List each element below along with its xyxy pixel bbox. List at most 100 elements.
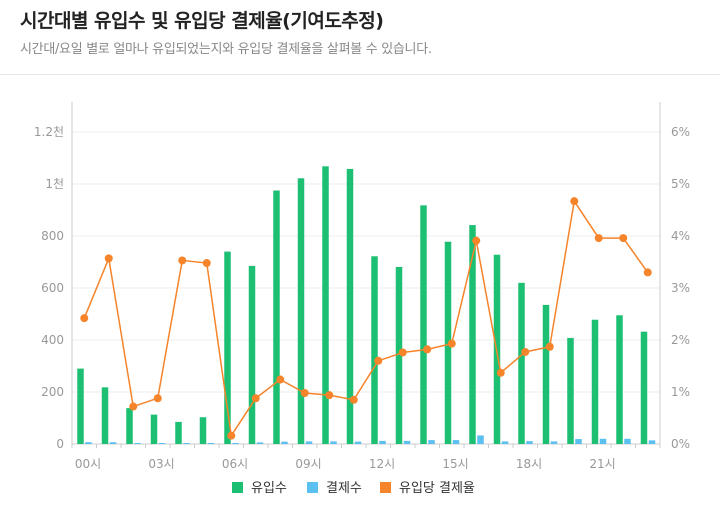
y-left-tick-label: 400	[41, 333, 64, 347]
point-rate	[202, 259, 211, 268]
y-axis-right: 0% 1% 2% 3% 4% 5% 6%	[671, 125, 690, 451]
bar-inflow	[395, 266, 403, 444]
bar-payments	[281, 441, 288, 444]
bar-payments	[624, 438, 631, 444]
legend-label: 유입당 결제율	[399, 481, 475, 496]
bar-payments	[526, 441, 533, 444]
point-rate	[374, 356, 383, 365]
point-rate	[129, 402, 138, 411]
bar-inflow	[248, 265, 256, 444]
bar-inflow	[273, 190, 280, 444]
y-left-tick-label: 1.2천	[34, 124, 64, 139]
bar-inflow	[101, 387, 109, 444]
bar-inflow	[322, 166, 329, 444]
point-rate	[80, 314, 89, 323]
x-tick-label: 12시	[369, 457, 395, 471]
y-right-tick-label: 4%	[671, 229, 690, 243]
bar-payments	[648, 440, 656, 444]
point-rate	[153, 394, 162, 403]
y-left-tick-label: 1천	[45, 176, 64, 191]
legend-swatch	[307, 482, 318, 493]
line-rate	[83, 199, 649, 438]
y-right-tick-label: 0%	[671, 437, 690, 451]
bar-payments	[158, 443, 166, 444]
bar-payments	[599, 438, 607, 444]
bar-inflow	[640, 331, 648, 444]
bar-payments	[550, 441, 558, 444]
bar-payments	[428, 440, 435, 444]
point-rate	[227, 431, 236, 440]
point-rate	[300, 389, 309, 398]
bar-inflow	[346, 168, 354, 445]
bar-inflow	[371, 256, 378, 444]
bar-inflow	[567, 337, 574, 444]
bar-payments	[379, 440, 386, 444]
bar-payments	[330, 441, 337, 444]
point-rate	[276, 375, 285, 384]
bar-payments	[477, 435, 484, 444]
y-axis-left: 0 200 400 600 800 1천 1.2천	[34, 124, 64, 451]
bar-payments	[575, 439, 582, 444]
y-right-tick-label: 2%	[671, 333, 690, 347]
bar-payments	[109, 442, 117, 444]
point-rate	[619, 234, 628, 243]
legend-label: 유입수	[251, 481, 287, 496]
gridlines	[72, 131, 660, 393]
point-rate	[472, 236, 481, 245]
bar-payments	[403, 440, 411, 444]
point-rate	[104, 254, 113, 263]
legend-swatch	[232, 482, 243, 493]
bar-inflow	[77, 368, 84, 444]
bar-payments	[183, 443, 190, 444]
bar-inflow	[591, 319, 599, 444]
bar-inflow	[469, 225, 476, 444]
y-left-tick-label: 0	[56, 437, 64, 451]
legend-label: 결제수	[326, 481, 362, 496]
bar-payments	[232, 443, 239, 444]
bar-inflow	[616, 315, 623, 444]
bar-payments	[134, 443, 141, 444]
point-rate	[545, 342, 554, 351]
legend: 유입수 결제수 유입당 결제율	[232, 481, 475, 496]
bar-inflow	[518, 282, 525, 444]
bar-payments	[207, 443, 215, 444]
bar-payments	[256, 442, 264, 444]
x-axis: 00시 03시 06시 09시 12시 15시 18시 21시	[71, 444, 661, 471]
bars-inflow	[77, 166, 648, 445]
bar-inflow	[175, 421, 182, 444]
point-rate	[251, 394, 260, 403]
bar-inflow	[150, 414, 158, 444]
point-rate	[521, 347, 530, 356]
bar-payments	[354, 441, 362, 444]
header-divider	[0, 74, 720, 75]
point-rate	[496, 368, 505, 377]
y-left-tick-label: 200	[41, 385, 64, 399]
x-tick-label: 18시	[516, 457, 542, 471]
point-rate	[349, 395, 358, 404]
x-tick-label: 15시	[442, 457, 468, 471]
legend-swatch	[380, 482, 391, 493]
point-rate	[643, 268, 652, 277]
point-rate	[594, 234, 603, 243]
bar-payments	[452, 440, 460, 444]
y-right-tick-label: 6%	[671, 125, 690, 139]
point-rate	[178, 256, 187, 265]
bar-payments	[501, 441, 509, 444]
points-rate	[80, 197, 652, 440]
chart-title: 시간대별 유입수 및 유입당 결제율(기여도추정)	[20, 10, 384, 32]
chart-subtitle: 시간대/요일 별로 얼마나 유입되었는지와 유입당 결제율을 살펴볼 수 있습니…	[20, 42, 432, 57]
point-rate	[325, 391, 334, 400]
y-left-tick-label: 600	[41, 281, 64, 295]
y-left-tick-label: 800	[41, 229, 64, 243]
bars-payments	[85, 435, 656, 444]
x-tick-label: 21시	[589, 457, 615, 471]
x-tick-label: 03시	[148, 457, 174, 471]
bar-payments	[305, 441, 313, 444]
point-rate	[423, 345, 432, 354]
y-right-tick-label: 5%	[671, 177, 690, 191]
point-rate	[570, 197, 579, 206]
x-tick-label: 09시	[295, 457, 321, 471]
bar-inflow	[297, 178, 305, 444]
y-right-tick-label: 3%	[671, 281, 690, 295]
